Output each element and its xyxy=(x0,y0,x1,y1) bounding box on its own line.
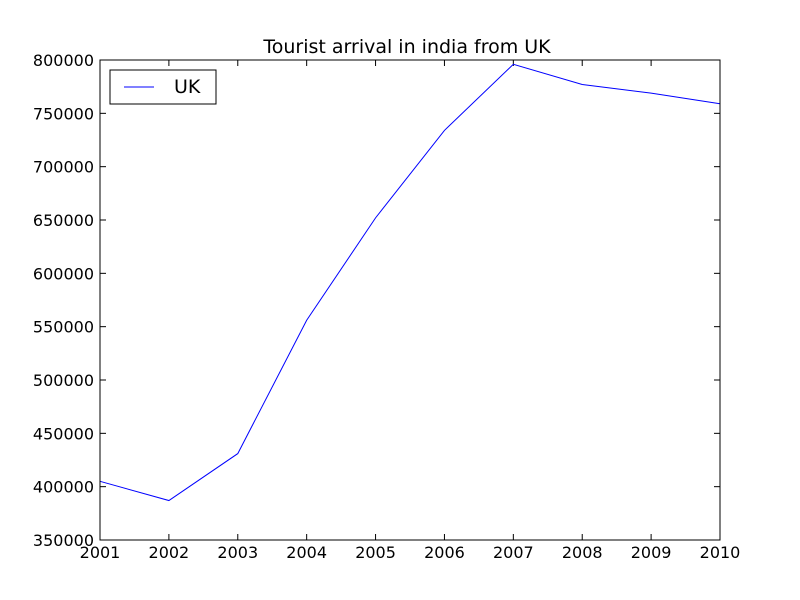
plot-frame xyxy=(99,59,721,541)
plot-area xyxy=(100,60,720,540)
y-tick-label: 650000 xyxy=(33,211,94,230)
y-axis: 350000 400000 450000 500000 550000 600000 6500… xyxy=(33,51,720,550)
y-tick-label: 800000 xyxy=(33,51,94,70)
y-tick-label: 550000 xyxy=(33,318,94,337)
x-tick-label: 2008 xyxy=(562,543,603,562)
x-tick-label: 2006 xyxy=(424,543,465,562)
chart-title: Tourist arrival in india from UK xyxy=(262,36,551,58)
y-tick-label: 450000 xyxy=(33,424,94,443)
x-tick-label: 2004 xyxy=(286,543,327,562)
x-tick-label: 2001 xyxy=(80,543,121,562)
x-tick-label: 2005 xyxy=(355,543,396,562)
x-tick-label: 2010 xyxy=(700,543,741,562)
x-tick-label: 2007 xyxy=(493,543,534,562)
legend: UK xyxy=(109,69,217,105)
x-axis: 2001 2002 2003 2004 2005 2006 2007 2008 2009 2010 xyxy=(80,60,741,562)
y-tick-label: 600000 xyxy=(33,264,94,283)
x-tick-label: 2003 xyxy=(217,543,258,562)
y-tick-label: 750000 xyxy=(33,104,94,123)
y-tick-label: 500000 xyxy=(33,371,94,390)
y-tick-label: 350000 xyxy=(33,531,94,550)
x-tick-label: 2009 xyxy=(631,543,672,562)
legend-label-uk: UK xyxy=(174,76,201,98)
y-tick-label: 700000 xyxy=(33,158,94,177)
y-tick-label: 400000 xyxy=(33,478,94,497)
series-line-uk xyxy=(99,63,721,502)
x-tick-label: 2002 xyxy=(149,543,190,562)
series-layer xyxy=(99,63,721,502)
